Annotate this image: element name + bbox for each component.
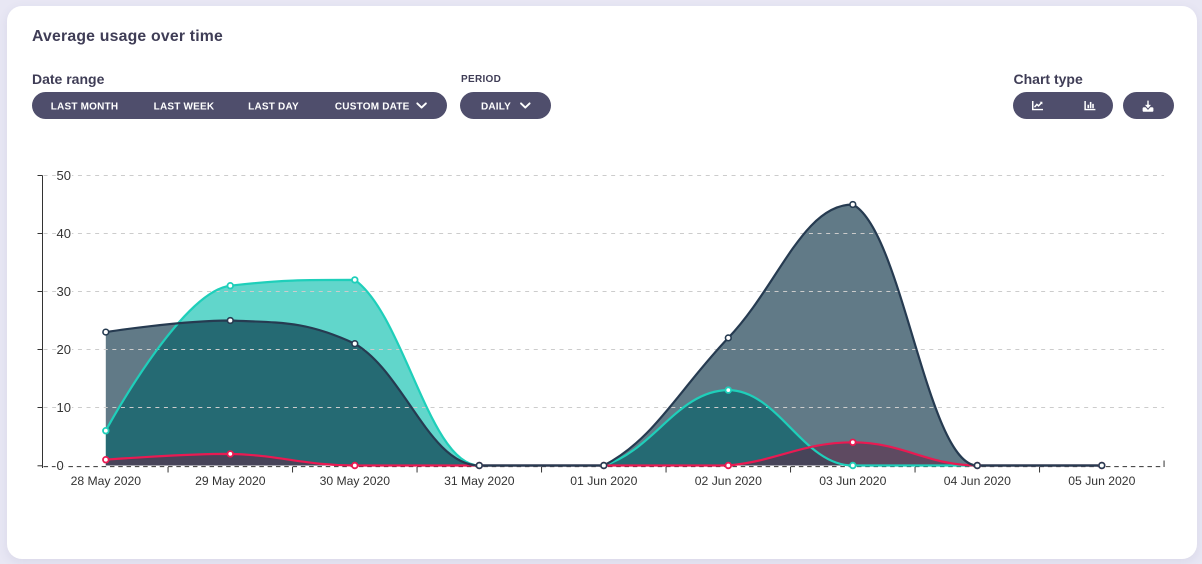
svg-text:04 Jun 2020: 04 Jun 2020 [944, 474, 1011, 488]
svg-text:30: 30 [57, 284, 71, 299]
svg-text:29 May 2020: 29 May 2020 [195, 474, 266, 488]
svg-text:Date range: Date range [32, 71, 105, 87]
svg-text:31 May 2020: 31 May 2020 [444, 474, 515, 488]
svg-text:50: 50 [57, 168, 71, 183]
svg-text:28 May 2020: 28 May 2020 [71, 474, 142, 488]
svg-text:CUSTOM DATE: CUSTOM DATE [335, 101, 410, 112]
svg-text:10: 10 [57, 400, 71, 415]
svg-text:Average usage over time: Average usage over time [32, 28, 223, 45]
svg-text:20: 20 [57, 342, 71, 357]
svg-text:0: 0 [57, 458, 64, 473]
svg-text:02 Jun 2020: 02 Jun 2020 [695, 474, 762, 488]
svg-text:05 Jun 2020: 05 Jun 2020 [1068, 474, 1135, 488]
svg-text:40: 40 [57, 226, 71, 241]
svg-text:01 Jun 2020: 01 Jun 2020 [570, 474, 637, 488]
svg-text:03 Jun 2020: 03 Jun 2020 [819, 474, 886, 488]
svg-text:LAST MONTH: LAST MONTH [51, 101, 119, 112]
svg-text:30 May 2020: 30 May 2020 [320, 474, 391, 488]
svg-text:PERIOD: PERIOD [461, 74, 501, 85]
svg-text:DAILY: DAILY [481, 101, 511, 112]
svg-text:Chart type: Chart type [1014, 71, 1083, 87]
svg-text:LAST WEEK: LAST WEEK [154, 101, 215, 112]
svg-text:LAST DAY: LAST DAY [248, 101, 299, 112]
